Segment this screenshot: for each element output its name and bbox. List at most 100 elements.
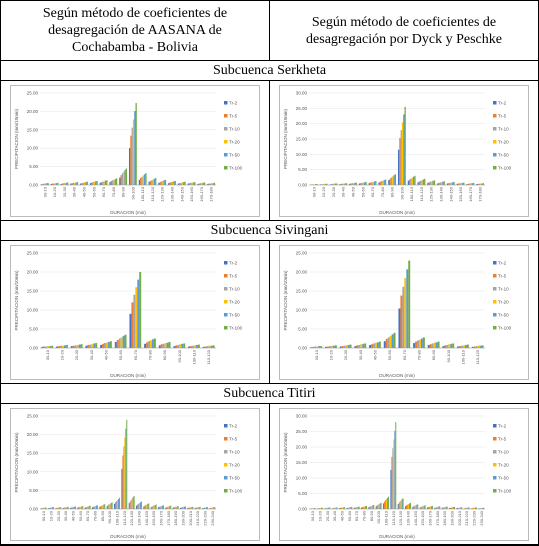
- bar: [87, 344, 90, 348]
- bar: [414, 505, 416, 509]
- bar: [481, 507, 483, 509]
- bar: [181, 507, 183, 509]
- legend-label: Tr-50: [229, 475, 240, 480]
- bar: [443, 180, 445, 185]
- legend-swatch: [493, 260, 497, 264]
- x-axis-title: DURACION (min): [110, 534, 146, 539]
- bar: [190, 182, 192, 185]
- bar: [188, 507, 190, 509]
- x-tick-label: 160-170: [468, 186, 473, 201]
- bar: [347, 344, 350, 348]
- bar: [474, 506, 476, 509]
- bar: [375, 180, 377, 185]
- bar: [330, 183, 333, 185]
- bar: [106, 342, 108, 348]
- bar: [325, 507, 327, 509]
- legend-label: Tr-2: [229, 423, 238, 428]
- bar: [159, 181, 161, 185]
- bar: [449, 507, 451, 509]
- bar: [459, 506, 461, 509]
- bar: [54, 182, 56, 185]
- bar: [339, 507, 341, 509]
- x-tick-label: 50-60: [91, 186, 96, 197]
- bar: [448, 343, 451, 348]
- legend-label: Tr-5: [229, 436, 238, 441]
- bar: [100, 505, 102, 509]
- bar: [179, 343, 182, 348]
- bar: [431, 180, 433, 185]
- bar: [419, 506, 421, 509]
- bar: [450, 182, 453, 185]
- bar: [116, 500, 117, 509]
- bar: [334, 344, 337, 348]
- bar: [42, 183, 44, 185]
- bar: [479, 507, 481, 509]
- x-tick-label: 150-160: [420, 510, 425, 525]
- y-tick-label: 25.00: [27, 413, 39, 418]
- bar: [420, 338, 423, 348]
- bar: [420, 180, 422, 185]
- bar: [452, 181, 454, 185]
- bar: [133, 294, 136, 348]
- bar: [355, 182, 357, 185]
- legend-label: Tr-20: [229, 462, 240, 467]
- bar: [96, 504, 98, 509]
- bar: [354, 182, 356, 185]
- bar: [208, 183, 210, 185]
- bar: [394, 173, 397, 185]
- bar: [188, 182, 191, 185]
- bar: [47, 182, 49, 185]
- bar: [78, 344, 81, 348]
- legend-label: Tr-100: [229, 165, 243, 170]
- bar: [107, 504, 109, 509]
- bar: [43, 507, 45, 509]
- bar: [196, 507, 198, 509]
- bar: [207, 183, 209, 185]
- y-tick-label: 15.00: [296, 460, 308, 465]
- bar: [432, 180, 434, 185]
- bar: [166, 506, 168, 509]
- x-tick-label: 10-20: [60, 349, 65, 360]
- bar: [427, 506, 429, 509]
- bar: [49, 345, 52, 348]
- x-tick-label: 30-40: [332, 510, 337, 521]
- bar: [61, 183, 64, 185]
- bar: [365, 181, 367, 185]
- bar: [187, 507, 189, 509]
- bar: [93, 342, 96, 348]
- y-tick-label: 25.00: [296, 105, 308, 110]
- x-tick-label: 80-90: [369, 510, 374, 521]
- x-tick-label: 60-70: [402, 349, 407, 360]
- bar: [143, 505, 145, 509]
- bar: [397, 503, 399, 509]
- bar: [43, 183, 45, 185]
- bar: [77, 507, 79, 509]
- bar: [202, 182, 204, 185]
- bar: [474, 507, 475, 509]
- bar: [320, 345, 323, 348]
- bar: [141, 176, 143, 185]
- bar: [115, 501, 117, 509]
- bar: [336, 182, 338, 185]
- bar: [166, 342, 169, 348]
- bar: [459, 182, 461, 185]
- bar: [463, 182, 465, 185]
- bar: [391, 456, 393, 509]
- bar: [82, 505, 84, 509]
- bar: [111, 501, 113, 509]
- bar: [155, 177, 157, 185]
- bar: [471, 182, 473, 185]
- bar: [361, 506, 363, 509]
- bar: [343, 345, 346, 348]
- bar: [319, 507, 320, 509]
- bar: [349, 183, 351, 185]
- x-tick-label: 90-100: [376, 510, 381, 523]
- bar: [399, 137, 401, 185]
- bar: [332, 507, 334, 509]
- legend-label: Tr-10: [229, 286, 240, 291]
- y-tick-label: 10.00: [296, 151, 308, 156]
- bar: [200, 182, 202, 185]
- bar: [375, 342, 377, 348]
- bar: [334, 507, 336, 509]
- bar: [461, 345, 463, 348]
